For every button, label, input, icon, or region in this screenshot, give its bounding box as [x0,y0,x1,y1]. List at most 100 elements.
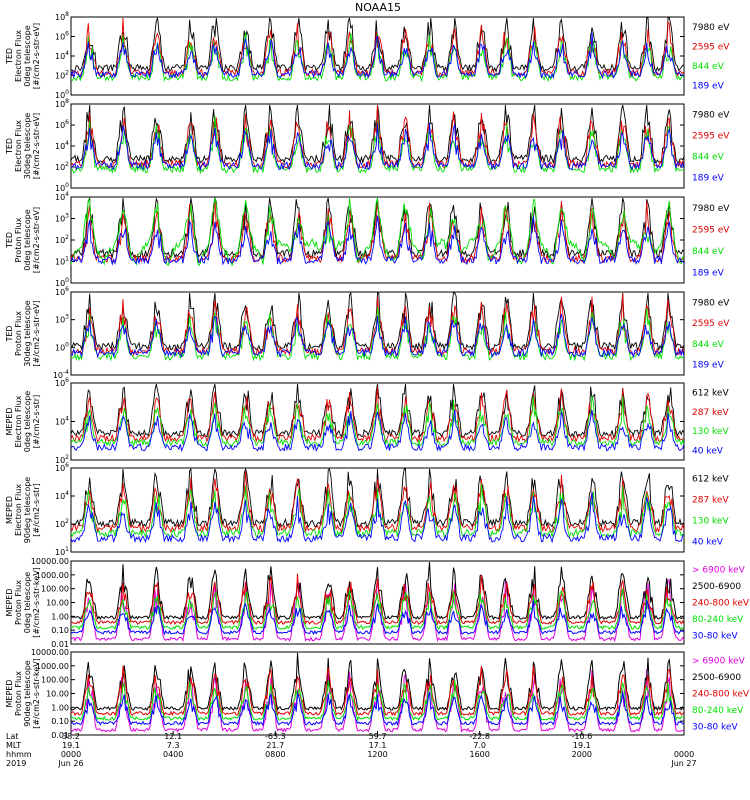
legend-entry: 2595 eV [692,42,730,52]
x-tick-label: 21.7 [266,741,284,750]
y-axis-label-line: 90deg telescope [23,477,32,544]
series-group [71,197,684,267]
x-tick-label: 0800 [265,750,285,759]
x-tick-label: 0400 [163,750,183,759]
y-axis-label-line: Electron Flux [14,484,23,536]
y-tick-label: 1000.00 [36,571,69,580]
y-axis-label-line: TED [5,48,14,65]
series-trace [71,215,684,266]
series-trace [71,468,684,529]
series-trace [71,588,684,631]
y-axis-label-line: TED [5,232,14,249]
legend-entry: 2595 eV [692,132,730,142]
y-tick-label: 100.00 [41,676,69,685]
y-axis-label: MEPED Proton Flux 0deg telescope [#/cm2-s-s… [5,567,41,638]
legend-entry: 287 keV [692,408,729,418]
x-tick-label: 59.7 [369,732,387,741]
panel-5: 102 104 106 MEPED Electron Flux 0deg telescop… [5,377,729,465]
y-tick-label: 104 [55,490,69,501]
y-axis-label-line: [#/cm2-s-str-eV] [32,113,41,179]
y-axis-label-line: Proton Flux [14,580,23,625]
series-trace [71,600,684,636]
x-tick-label: -22.8 [469,732,490,741]
legend-entry: 189 eV [692,361,725,371]
x-tick-label: 17.1 [369,741,387,750]
series-trace [71,306,684,362]
y-axis-label-line: MEPED [5,496,14,524]
legend-entry: 80-240 keV [692,615,744,625]
x-row-label: 2019 [6,759,26,768]
y-tick-label: 104 [55,416,69,427]
series-trace [71,17,684,78]
y-tick-label: 0.01 [51,640,69,649]
y-axis-label: MEPED Proton Flux 90deg telescope [#/cm2-s-… [5,658,41,729]
panel-frame [70,291,685,376]
y-axis-label-line: 30deg telescope [23,113,32,180]
legend-entry: 40 keV [692,446,724,456]
y-axis-label-line: MEPED [5,408,14,436]
x-tick-label: Jun 27 [670,759,696,768]
y-tick-label: 106 [55,31,69,42]
legend-entry: 30-80 keV [692,723,738,733]
y-axis-label-line: [#/cm2-s-str-eV] [32,207,41,273]
y-tick-label: 101 [55,546,69,557]
x-row-label: Lat [6,732,19,741]
y-tick-label: 10000.00 [31,648,69,657]
y-tick-label: 106 [55,462,69,473]
y-tick-label: 100 [55,341,69,352]
series-trace [71,573,684,626]
y-axis-label-line: [#/cm2-s-str] [32,483,41,536]
x-row-label: hhmm [6,750,32,759]
x-tick-label: 19.1 [573,741,591,750]
y-tick-label: 10.00 [46,690,69,699]
panel-3: 100 101 102 103 104 TED Proton Flux 0deg telesc… [5,191,730,288]
legend-entry: > 6900 keV [692,565,746,575]
series-group [71,104,684,175]
legend-entry: 189 eV [692,81,725,91]
y-tick-label: 104 [55,191,69,202]
legend-entry: 612 keV [692,475,729,485]
panel-2: 100 102 104 106 108 TED Electron Flux 30deg tel… [5,98,730,193]
legend-entry: 844 eV [692,340,725,350]
y-tick-label: 108 [55,98,69,109]
y-axis-label-line: 90deg telescope [23,660,32,727]
series-trace [71,116,684,175]
y-tick-label: 106 [55,119,69,130]
y-axis-label-line: Electron Flux [14,395,23,447]
y-axis-label: MEPED Electron Flux 0deg telescope [#/cm2-s… [5,391,41,452]
x-tick-label: 1600 [469,750,489,759]
legend-entry: 30-80 keV [692,632,738,642]
legend-entry: 612 keV [692,389,729,399]
y-axis-label-line: TED [5,325,14,342]
y-tick-label: 106 [55,377,69,388]
legend-entry: 7980 eV [692,204,730,214]
series-trace [71,292,684,352]
x-tick-label: 7.3 [167,741,180,750]
panel-frame [70,467,685,553]
y-axis-label-line: [#/cm2-s-str-keV] [32,567,41,638]
series-trace [71,483,684,539]
series-trace [71,652,684,712]
series-trace [71,292,684,357]
legend-entry: 130 keV [692,517,729,527]
y-axis-label: TED Electron Flux 30deg telescope [#/cm2-s-… [5,113,41,180]
y-axis-label: TED Proton Flux 30deg telescope [#/cm2-s-st… [5,300,41,367]
series-group [71,292,684,362]
x-tick-label: 2000 [572,750,592,759]
x-tick-label: 12.1 [164,732,182,741]
legend-entry: 844 eV [692,247,725,257]
legend-entry: 7980 eV [692,298,730,308]
y-tick-label: 100.00 [41,585,69,594]
series-trace [71,32,684,80]
legend-entry: 2595 eV [692,319,730,329]
y-tick-label: 108 [55,11,69,22]
y-axis-label-line: TED [5,138,14,155]
legend-entry: 287 keV [692,496,729,506]
series-trace [71,104,684,170]
panel-1: 100 102 104 106 108 TED Electron Flux 0deg tele… [5,11,730,100]
y-tick-label: 0.10 [51,717,69,726]
legend-entry: 40 keV [692,538,724,548]
x-tick-label: -10.6 [571,732,592,741]
y-tick-label: 10000.00 [31,557,69,566]
